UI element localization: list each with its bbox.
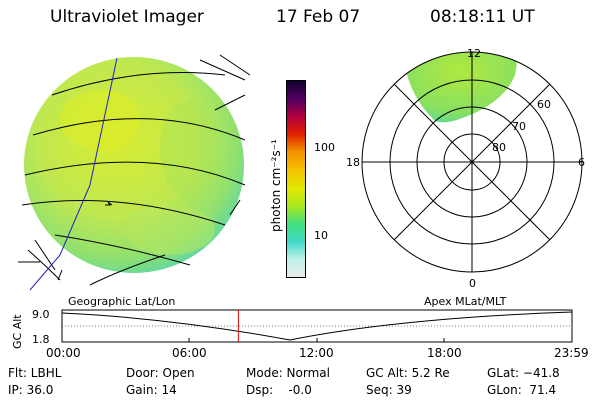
colorbar-unit-label: photon cm⁻²s⁻¹ [269, 139, 283, 232]
uv-image-disk [24, 57, 244, 273]
polar-plot [361, 51, 583, 273]
ip-value: IP: 36.0 [8, 383, 54, 397]
filter-value: Flt: LBHL [8, 366, 62, 380]
satellite-track [29, 57, 118, 291]
mlt-12-label: 12 [467, 47, 481, 60]
mlat-80-label: 80 [492, 141, 506, 154]
mlat-70-label: 70 [512, 120, 526, 133]
glat-value: GLat: −41.8 [487, 366, 560, 380]
left-panel-label: Geographic Lat/Lon [68, 295, 176, 308]
xtick-1200: 12:00 [299, 346, 334, 360]
geographic-grid [18, 54, 251, 286]
gc-alt-value: GC Alt: 5.2 Re [366, 366, 450, 380]
door-value: Door: Open [126, 366, 195, 380]
mlt-0-label: 0 [469, 277, 476, 290]
color-scale-bar [286, 80, 306, 278]
altitude-ymax-label: 9.0 [32, 308, 50, 321]
xtick-0600: 06:00 [172, 346, 207, 360]
date-label: 17 Feb 07 [276, 7, 361, 27]
mlt-18-label: 18 [346, 156, 360, 169]
seq-value: Seq: 39 [366, 383, 412, 397]
time-label: 08:18:11 UT [430, 7, 535, 27]
right-panel-label: Apex MLat/MLT [424, 295, 507, 308]
altitude-axis-label: GC Alt [11, 314, 24, 349]
mlat-60-label: 60 [537, 98, 551, 111]
xtick-0000: 00:00 [46, 346, 81, 360]
colorbar-tick-100: 100 [314, 141, 335, 154]
altitude-ymin-label: 1.8 [32, 333, 50, 346]
altitude-plot [61, 309, 573, 343]
xtick-1800: 18:00 [427, 346, 462, 360]
glon-value: GLon: 71.4 [487, 383, 557, 397]
gain-value: Gain: 14 [126, 383, 177, 397]
colorbar-tick-10: 10 [314, 229, 328, 242]
dsp-value: Dsp: -0.0 [246, 383, 312, 397]
xtick-2359: 23:59 [554, 346, 589, 360]
instrument-title: Ultraviolet Imager [50, 7, 204, 27]
mlt-6-label: 6 [578, 156, 585, 169]
mode-value: Mode: Normal [246, 366, 330, 380]
